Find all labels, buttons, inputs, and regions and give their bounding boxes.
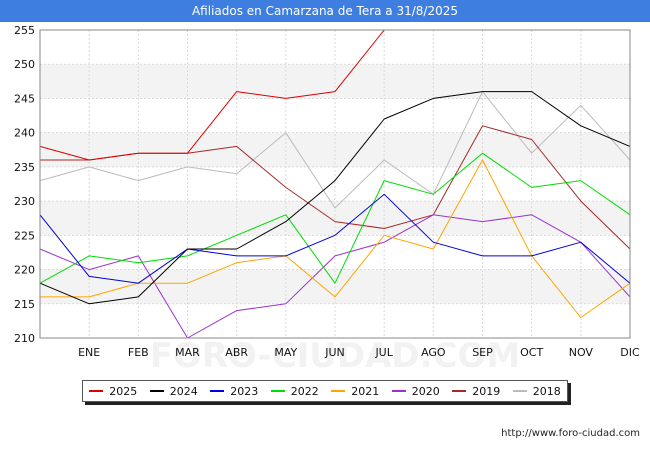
chart-axes (39, 29, 631, 339)
series-line-2020 (39, 214, 631, 339)
legend-item-2025: 2025 (89, 385, 137, 398)
y-tick-label: 250 (14, 58, 35, 71)
series-line-2018 (39, 91, 631, 209)
source-url[interactable]: http://www.foro-ciudad.com (501, 428, 640, 439)
x-tick-label: JUL (374, 346, 393, 359)
legend-swatch (89, 390, 104, 392)
legend-item-2021: 2021 (331, 385, 379, 398)
legend-swatch (210, 390, 225, 392)
x-tick-label: FEB (128, 346, 149, 359)
y-tick-label: 235 (14, 161, 35, 174)
legend-item-2023: 2023 (210, 385, 258, 398)
y-tick-label: 240 (14, 127, 35, 140)
chart-legend: 2025 2024 2023 2022 2021 2020 2019 2018 (82, 380, 568, 402)
legend-swatch (331, 390, 346, 392)
legend-label: 2018 (532, 384, 561, 398)
plot-frame (39, 29, 631, 339)
legend-swatch (391, 390, 406, 392)
x-tick-label: JUN (324, 346, 345, 359)
x-tick-label: ENE (78, 346, 100, 359)
legend-label: 2019 (472, 384, 501, 398)
y-axis-ticks: 210 215 220 225 230 235 240 245 250 255 (14, 24, 35, 345)
legend-item-2024: 2024 (149, 384, 198, 398)
y-tick-label: 225 (14, 229, 35, 242)
x-tick-label: OCT (520, 346, 543, 359)
x-tick-label: MAY (274, 346, 297, 359)
legend-item-2020: 2020 (391, 384, 440, 398)
legend-label: 2025 (109, 384, 138, 398)
legend-label: 2021 (351, 384, 380, 398)
y-tick-label: 210 (14, 332, 35, 345)
legend-swatch (452, 390, 467, 392)
series-line-2025 (39, 29, 385, 161)
x-tick-label: MAR (175, 346, 200, 359)
x-tick-label: AGO (421, 346, 446, 359)
legend-swatch (512, 390, 527, 392)
series-line-2024 (39, 91, 631, 305)
grid-band (40, 64, 630, 99)
grid-band (40, 132, 630, 167)
legend-swatch (149, 390, 164, 392)
legend-label: 2024 (169, 384, 198, 398)
legend-item-2019: 2019 (452, 385, 500, 398)
x-axis-ticks: ENE FEB MAR ABR MAY JUN JUL AGO SEP OCT NOV DIC (78, 346, 640, 359)
chart-title: Afiliados en Camarzana de Tera a 31/8/20… (0, 0, 650, 22)
watermark: FORO-CIUDAD.COM (150, 336, 521, 376)
legend-label: 2020 (411, 384, 440, 398)
x-tick-label: NOV (569, 346, 594, 359)
legend-swatch (270, 390, 285, 392)
series-line-2023 (39, 193, 631, 284)
series-layer (39, 29, 631, 339)
y-tick-label: 215 (14, 298, 35, 311)
series-line-2022 (39, 152, 631, 284)
x-tick-label: DIC (620, 346, 640, 359)
y-tick-label: 245 (14, 92, 35, 105)
x-tick-label: SEP (472, 346, 493, 359)
x-tick-label: ABR (225, 346, 248, 359)
legend-item-2018: 2018 (512, 384, 561, 398)
y-tick-label: 230 (14, 195, 35, 208)
legend-label: 2022 (290, 384, 319, 398)
y-tick-label: 220 (14, 264, 35, 277)
legend-label: 2023 (230, 384, 259, 398)
y-tick-label: 255 (14, 24, 35, 37)
legend-item-2022: 2022 (270, 384, 319, 398)
